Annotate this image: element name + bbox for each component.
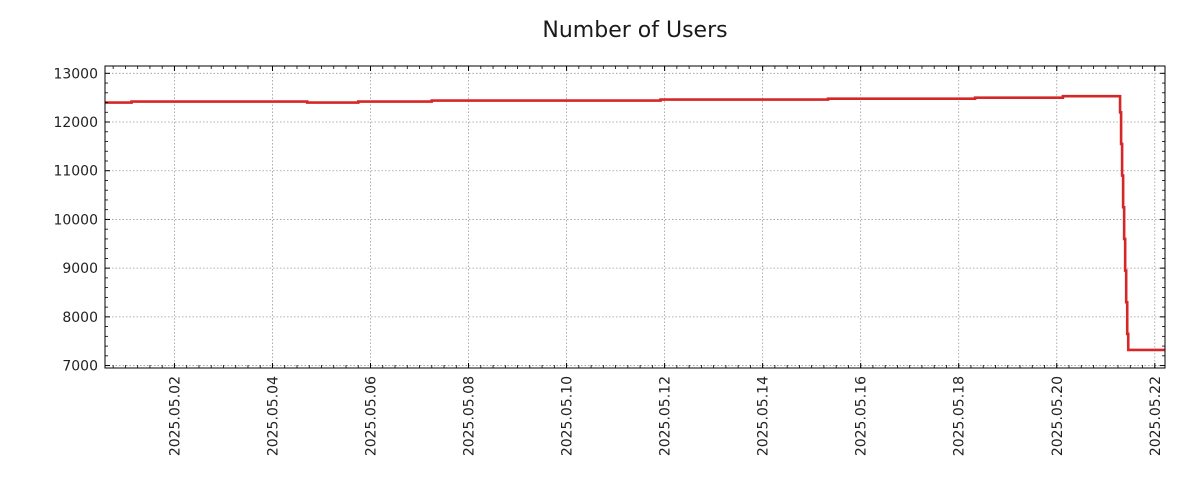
y-tick-label: 7000 bbox=[62, 359, 98, 375]
x-tick-label: 2025.05.18 bbox=[952, 376, 968, 456]
y-tick-label: 12000 bbox=[53, 115, 98, 131]
y-tick-label: 11000 bbox=[53, 164, 98, 180]
x-tick-label: 2025.05.02 bbox=[167, 376, 183, 456]
axis-ticks bbox=[105, 66, 1165, 368]
series-line bbox=[105, 94, 1165, 352]
series-layer bbox=[105, 94, 1165, 352]
grid bbox=[105, 66, 1165, 368]
x-tick-label: 2025.05.16 bbox=[854, 376, 870, 456]
chart-title: Number of Users bbox=[542, 18, 727, 43]
x-tick-label: 2025.05.08 bbox=[462, 376, 478, 456]
y-tick-label: 8000 bbox=[62, 310, 98, 326]
x-tick-label: 2025.05.12 bbox=[658, 376, 674, 456]
x-tick-label: 2025.05.22 bbox=[1148, 376, 1164, 456]
plot-area-frame bbox=[104, 65, 1166, 369]
x-tick-label: 2025.05.06 bbox=[364, 376, 380, 456]
y-tick-label: 9000 bbox=[62, 261, 98, 277]
x-tick-label: 2025.05.04 bbox=[265, 376, 281, 456]
y-tick-label: 10000 bbox=[53, 212, 98, 228]
x-tick-label: 2025.05.14 bbox=[756, 376, 772, 456]
x-axis-tick-labels: 2025.05.02 2025.05.04 2025.05.06 2025.05.08… bbox=[167, 376, 1163, 456]
y-axis-tick-labels: 7000 8000 9000 10000 11000 12000 13000 bbox=[53, 66, 98, 374]
y-tick-label: 13000 bbox=[53, 66, 98, 82]
x-tick-label: 2025.05.20 bbox=[1050, 376, 1066, 456]
x-tick-label: 2025.05.10 bbox=[560, 376, 576, 456]
